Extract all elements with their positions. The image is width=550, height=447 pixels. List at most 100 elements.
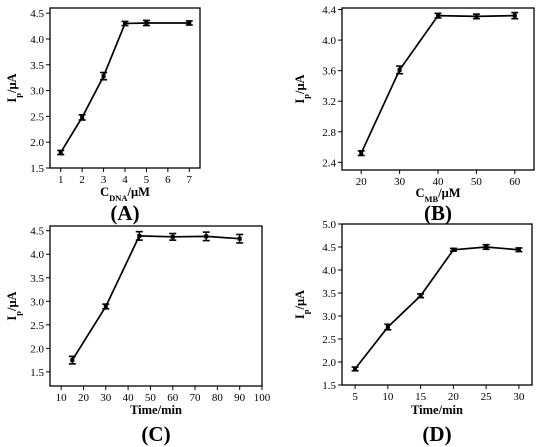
panel-letter: (A) <box>110 201 139 225</box>
series-line <box>71 235 240 361</box>
chart-panel-d: 5 10 15 20 25 30 1.5 2.0 2.5 3.0 3.5 4.0 4.5 5.0 Time/… <box>293 219 533 446</box>
x-axis-label: CMB/μM <box>415 186 460 204</box>
chart-panel-c: 10 20 30 40 50 60 70 80 90 100 1.5 2.0 2.5 3.0 3.5 4.0 4… <box>5 225 271 446</box>
x-tick-label: 4 <box>122 174 128 186</box>
y-tick-label: 4.0 <box>322 35 336 47</box>
y-tick-label: 2.0 <box>30 343 44 355</box>
x-tick-label: 10 <box>56 392 68 404</box>
plot-frame <box>341 223 533 386</box>
y-tick-label: 2.5 <box>322 334 336 346</box>
x-tick-label: 20 <box>78 392 90 404</box>
y-tick-label: 4.5 <box>30 226 44 238</box>
y-tick-label: 4.5 <box>322 242 336 254</box>
x-tick-label: 25 <box>481 391 493 403</box>
y-tick-label: 2.0 <box>322 357 336 369</box>
data-point <box>436 13 440 18</box>
x-tick-label: 30 <box>513 391 525 403</box>
x-tick-label: 60 <box>167 392 179 404</box>
x-tick-label: 5 <box>352 391 358 403</box>
x-tick-label: 6 <box>165 174 171 186</box>
plot-frame <box>341 7 535 171</box>
data-point <box>137 233 142 238</box>
x-tick-label: 5 <box>144 174 150 186</box>
y-tick-label: 3.0 <box>30 296 44 308</box>
x-tick-label: 30 <box>100 392 112 404</box>
data-point <box>123 21 127 26</box>
y-tick-label: 3.5 <box>30 273 44 285</box>
x-tick-label: 90 <box>234 392 246 404</box>
data-point <box>516 247 521 252</box>
y-tick-label: 4.0 <box>322 265 336 277</box>
y-tick-label: 1.5 <box>30 163 44 175</box>
data-point <box>101 74 106 79</box>
chart-panel-b: 20 30 40 50 60 2.4 2.8 3.2 3.6 4.0 4.4 CMB/μM Ip/μA (… <box>293 5 535 225</box>
x-tick-label: 20 <box>356 176 368 188</box>
y-axis-label: Ip/μA <box>5 291 23 320</box>
y-tick-label: 4.0 <box>30 34 44 46</box>
y-tick-label: 2.0 <box>30 137 44 149</box>
y-tick-label: 2.8 <box>322 127 336 139</box>
data-point <box>451 247 456 252</box>
x-axis-label: CDNA/μM <box>100 185 150 203</box>
data-point <box>70 358 75 363</box>
data-point <box>103 304 108 309</box>
x-tick-label: 60 <box>509 176 521 188</box>
y-tick-label: 3.2 <box>322 96 336 108</box>
x-axis-label: Time/min <box>411 403 463 417</box>
y-tick-label: 3.5 <box>322 288 336 300</box>
y-tick-label: 3.0 <box>30 86 44 98</box>
x-tick-label: 30 <box>394 176 406 188</box>
data-point <box>512 13 517 18</box>
data-point <box>204 234 209 239</box>
data-point <box>385 325 390 330</box>
plot-frame <box>49 225 263 387</box>
plot-frame <box>49 7 201 169</box>
data-point <box>144 20 149 25</box>
panel-letter: (D) <box>422 422 451 446</box>
data-point <box>187 20 192 25</box>
x-tick-label: 50 <box>471 176 483 188</box>
x-tick-label: 70 <box>190 392 202 404</box>
y-tick-label: 1.5 <box>322 380 336 392</box>
y-tick-label: 4.5 <box>30 8 44 20</box>
data-point <box>359 151 364 156</box>
y-axis-label: Ip/μA <box>293 290 311 319</box>
y-tick-label: 2.4 <box>322 157 336 169</box>
y-tick-label: 3.0 <box>322 311 336 323</box>
y-tick-label: 3.5 <box>30 60 44 72</box>
x-tick-label: 7 <box>187 174 193 186</box>
x-tick-label: 100 <box>254 392 271 404</box>
data-point <box>353 366 358 371</box>
x-tick-label: 15 <box>415 391 427 403</box>
data-point <box>474 14 479 19</box>
x-tick-label: 10 <box>382 391 394 403</box>
x-tick-label: 20 <box>448 391 460 403</box>
data-point <box>58 150 63 155</box>
x-tick-label: 40 <box>123 392 135 404</box>
y-axis-label: Ip/μA <box>293 74 311 103</box>
y-tick-label: 5.0 <box>322 219 336 231</box>
x-tick-label: 50 <box>145 392 157 404</box>
panel-letter: (B) <box>424 201 452 225</box>
chart-panel-a: 1 2 3 4 5 6 7 1.5 2.0 2.5 3.0 3.5 4.0 4.5 CDNA/μM Ip/μA… <box>5 7 201 225</box>
y-tick-label: 4.4 <box>322 5 336 17</box>
data-point <box>418 293 423 298</box>
data-point <box>397 67 402 72</box>
y-tick-label: 4.0 <box>30 249 44 261</box>
series-line <box>360 14 515 154</box>
x-tick-label: 80 <box>212 392 224 404</box>
y-axis-label: Ip/μA <box>5 73 23 102</box>
series-line <box>59 22 190 153</box>
y-tick-label: 2.5 <box>30 111 44 123</box>
x-tick-label: 3 <box>101 174 107 186</box>
x-axis-label: Time/min <box>130 403 182 417</box>
y-tick-label: 2.5 <box>30 320 44 332</box>
data-point <box>484 245 489 249</box>
series-line <box>354 246 519 370</box>
x-tick-label: 40 <box>433 176 445 188</box>
x-tick-label: 1 <box>58 174 64 186</box>
data-point <box>170 234 175 239</box>
y-tick-label: 1.5 <box>30 367 44 379</box>
data-point <box>80 115 85 120</box>
